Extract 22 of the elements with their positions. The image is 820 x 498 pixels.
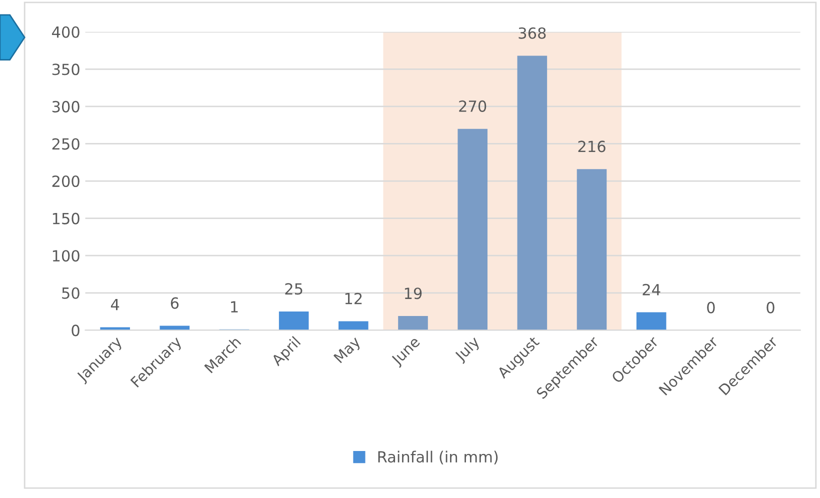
- data-label: 368: [518, 27, 546, 39]
- y-tick-label: 200: [52, 175, 80, 188]
- data-label: 1: [231, 301, 238, 312]
- data-label: 270: [459, 100, 486, 112]
- legend-label: Rainfall (in mm): [378, 450, 498, 464]
- y-tick-label: 100: [52, 250, 80, 262]
- data-label: 24: [642, 284, 660, 296]
- data-label: 25: [285, 283, 302, 295]
- y-tick-label: 300: [52, 100, 80, 112]
- y-tick-label: 350: [52, 64, 80, 76]
- y-tick-label: 250: [52, 138, 80, 150]
- data-label: 216: [578, 140, 606, 152]
- y-tick-label: 50: [62, 287, 80, 299]
- y-tick-label: 0: [72, 324, 80, 336]
- data-label: 0: [766, 302, 774, 314]
- data-label: 12: [345, 292, 362, 304]
- data-label: 4: [110, 298, 120, 310]
- y-tick-label: 400: [52, 26, 80, 38]
- y-tick-label: 150: [52, 212, 80, 224]
- data-label: 0: [707, 302, 715, 314]
- data-label: 19: [404, 288, 422, 300]
- data-label: 6: [170, 297, 179, 309]
